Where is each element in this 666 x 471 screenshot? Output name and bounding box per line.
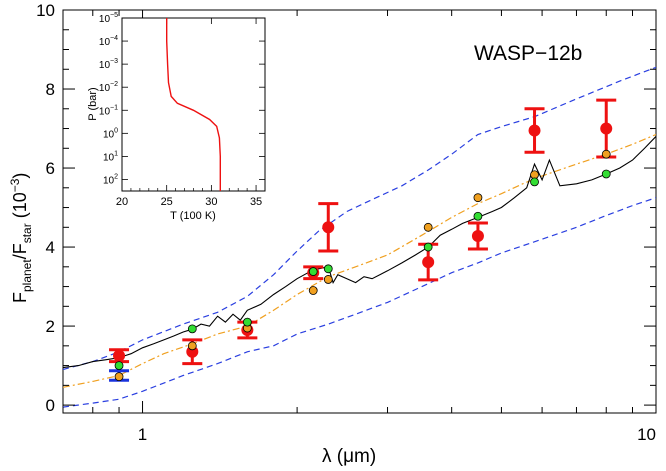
inset-y-tick-base: 10 [99,37,111,48]
x-tick-label: 10 [637,425,656,444]
y-axis-label-scale: (10 [10,192,30,223]
green-model-point [323,264,333,274]
inset-y-tick-base: 10 [99,83,111,94]
green-model-point [242,317,252,327]
inset-y-tick-label: 102 [103,173,118,186]
inset-y-tick-label: 101 [103,150,118,163]
inset-y-tick-exponent: 0 [114,127,118,134]
inset-temperature-profile-line [166,18,221,191]
inset-x-tick-label: 25 [161,196,173,208]
inset-y-tick-exponent: 2 [114,173,118,180]
inset-y-tick-label: 100 [103,127,118,140]
inset-y-tick-exponent: 1 [114,150,118,157]
y-tick-label: 4 [46,238,55,257]
y-tick-label: 0 [46,396,55,415]
x-axis-label: λ (μm) [322,446,376,467]
green-model-point [187,324,197,334]
y-tick-label: 10 [36,1,55,20]
orange-model-point [187,341,197,351]
inset-y-axis-label: P (bar) [87,87,99,120]
y-axis-label-slash: /F [10,243,30,259]
model-curves [63,66,656,408]
inset-y-tick-exponent: −3 [110,58,118,65]
x-axis-label-unit: μm [343,446,370,467]
inset-y-tick-label: 10−2 [99,81,118,94]
inset-y-tick-exponent: −1 [110,104,118,111]
y-tick-label: 6 [46,159,55,178]
series-blue-upper-line [63,66,656,371]
inset-y-tick-base: 10 [103,175,115,186]
orange-model-point [473,193,483,203]
green-model-point [473,211,483,221]
y-axis-label: Fplanet/Fstar (10−3) [8,173,34,303]
inset-y-tick-exponent: −2 [110,81,118,88]
green-model-point [423,242,433,252]
orange-model-point [601,149,611,159]
inset-background [121,17,266,192]
observation-point [422,256,435,269]
inset-y-tick-label: 10−1 [99,104,118,117]
series-orange-line [63,133,656,388]
plot-area-frame [62,9,657,414]
observation-point [322,221,335,234]
orange-model-point [114,372,124,382]
green-model-point [530,177,539,187]
orange-model-point [308,286,318,295]
inset-x-axis-label: T (100 K) [170,210,216,222]
inset-y-tick-base: 10 [103,152,115,163]
y-axis-label-scale-close: ) [10,173,30,179]
inset-x-tick-label: 35 [250,196,262,208]
planet-label: WASP−12b [474,42,582,65]
y-tick-label: 8 [46,80,55,99]
observation-point [113,349,126,362]
inset-y-tick-label: 10−5 [99,12,118,25]
observation-point [471,229,484,242]
observation-point [600,122,613,135]
inset-y-tick-base: 10 [99,106,111,117]
inset-y-tick-label: 10−4 [99,35,118,48]
y-axis-label-f: F [10,292,30,303]
orange-model-point [323,275,333,284]
green-model-point [114,361,124,370]
inset-y-tick-base: 10 [99,14,111,25]
inset-y-tick-exponent: −4 [110,35,118,42]
green-model-point [308,267,318,276]
observation-point [528,124,541,137]
x-tick-label: 1 [138,425,147,444]
series-black-line [63,136,656,369]
y-axis-label-scale-exp: −3 [8,178,22,192]
inset-y-tick-exponent: −5 [110,12,118,19]
inset-x-tick-label: 30 [205,196,217,208]
inset-x-tick-label: 20 [116,196,128,208]
inset-y-tick-label: 10−3 [99,58,118,71]
inset-y-tick-base: 10 [99,60,111,71]
series-blue-lower-line [63,197,656,408]
green-model-point [601,169,611,179]
x-axis-label-main: λ ( [322,446,344,467]
inset-y-tick-base: 10 [103,129,115,140]
y-tick-label: 2 [46,317,55,336]
x-axis-label-close: ) [370,446,376,467]
data-markers [109,98,617,382]
orange-model-point [423,222,433,232]
y-axis-label-star: star [20,223,34,243]
y-axis-label-planet: planet [20,259,34,292]
